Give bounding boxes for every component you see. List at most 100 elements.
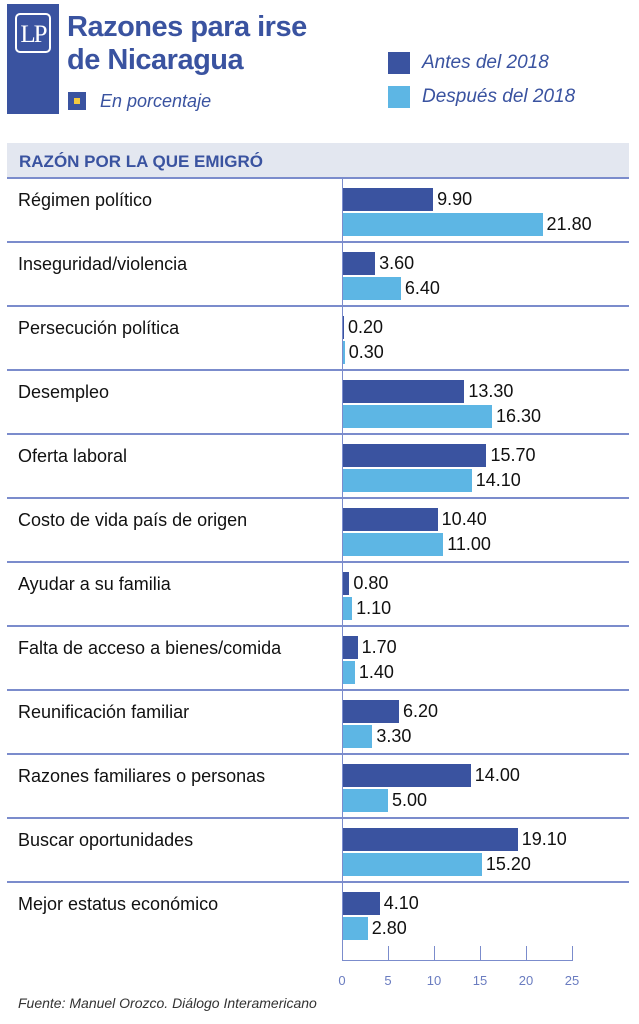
x-tick-label: 20 [518, 973, 534, 988]
value-label: 5.00 [392, 790, 428, 810]
value-label: 4.10 [383, 893, 419, 913]
bar-antes [342, 700, 400, 723]
bar-antes [342, 764, 471, 787]
x-tick [388, 946, 389, 961]
legend-swatch-despues [388, 86, 410, 108]
row-separator [7, 881, 629, 883]
value-label: 0.20 [348, 317, 384, 337]
category-label: Régimen político [18, 190, 153, 210]
bar-antes [342, 572, 350, 595]
value-label: 6.40 [404, 278, 440, 298]
source-note: Fuente: Manuel Orozco. Diálogo Interamer… [18, 995, 317, 1011]
row-separator [7, 625, 629, 627]
logo-block: LP [7, 4, 59, 114]
x-tick [572, 946, 573, 961]
bar-antes [342, 380, 465, 403]
legend-swatch-antes [388, 52, 410, 74]
bar-despues [342, 213, 543, 236]
zero-axis-line [342, 178, 343, 958]
bar-despues [342, 725, 373, 748]
bar-despues [342, 597, 353, 620]
row-separator [7, 369, 629, 371]
x-tick [526, 946, 527, 961]
x-tick [480, 946, 481, 961]
bar-despues [342, 789, 388, 812]
value-label: 15.70 [490, 445, 536, 465]
category-label: Buscar oportunidades [18, 830, 194, 850]
value-label: 2.80 [371, 918, 407, 938]
la-prensa-logo: LP [15, 13, 51, 53]
x-tick-label: 0 [338, 973, 346, 988]
title-line-1: Razones para irse [67, 11, 307, 43]
value-label: 14.00 [474, 765, 520, 785]
bar-despues [342, 853, 482, 876]
value-label: 3.60 [379, 253, 415, 273]
value-label: 15.20 [485, 854, 531, 874]
chart-subtitle: En porcentaje [100, 91, 212, 111]
x-tick-label: 15 [472, 973, 488, 988]
row-separator [7, 817, 629, 819]
category-label: Costo de vida país de origen [18, 510, 248, 530]
value-label: 10.40 [441, 509, 487, 529]
bar-despues [342, 277, 401, 300]
bar-antes [342, 828, 518, 851]
bar-despues [342, 469, 472, 492]
bar-despues [342, 533, 444, 556]
category-header: RAZÓN POR LA QUE EMIGRÓ [7, 143, 629, 179]
row-separator [7, 497, 629, 499]
x-tick-label: 25 [564, 973, 580, 988]
row-separator [7, 241, 629, 243]
category-header-label: RAZÓN POR LA QUE EMIGRÓ [19, 152, 263, 171]
legend-label-antes: Antes del 2018 [422, 52, 549, 73]
row-separator [7, 305, 629, 307]
chart-title: Razones para irse de Nicaragua [67, 11, 307, 77]
value-label: 0.80 [353, 573, 389, 593]
subtitle-square-icon [68, 92, 86, 110]
value-label: 14.10 [475, 470, 521, 490]
bar-antes [342, 636, 358, 659]
category-label: Reunificación familiar [18, 702, 190, 722]
value-label: 9.90 [437, 189, 473, 209]
value-label: 0.30 [348, 342, 384, 362]
bar-antes [342, 444, 487, 467]
category-label: Oferta laboral [18, 446, 128, 466]
value-label: 16.30 [495, 406, 541, 426]
x-tick-label: 5 [384, 973, 392, 988]
legend-item-despues: Después del 2018 [388, 86, 575, 108]
value-label: 1.10 [356, 598, 392, 618]
x-tick-label: 10 [426, 973, 442, 988]
row-separator [7, 561, 629, 563]
legend-item-antes: Antes del 2018 [388, 52, 549, 74]
value-label: 13.30 [468, 381, 514, 401]
legend-label-despues: Después del 2018 [422, 86, 576, 107]
value-label: 6.20 [403, 701, 439, 721]
title-line-2: de Nicaragua [67, 44, 244, 76]
bar-antes [342, 316, 344, 339]
bar-despues [342, 917, 368, 940]
value-label: 3.30 [376, 726, 412, 746]
category-label: Inseguridad/violencia [18, 254, 188, 274]
bar-despues [342, 405, 492, 428]
x-axis-baseline [342, 960, 572, 961]
bar-despues [342, 341, 345, 364]
bar-antes [342, 892, 380, 915]
category-label: Mejor estatus económico [18, 894, 219, 914]
value-label: 11.00 [447, 534, 491, 554]
bar-antes [342, 508, 438, 531]
category-label: Falta de acceso a bienes/comida [18, 638, 282, 658]
row-separator [7, 433, 629, 435]
value-label: 1.40 [358, 662, 394, 682]
value-label: 19.10 [521, 829, 567, 849]
bar-antes [342, 188, 434, 211]
bar-antes [342, 252, 376, 275]
category-label: Persecución política [18, 318, 180, 338]
bar-despues [342, 661, 355, 684]
x-tick [434, 946, 435, 961]
category-label: Ayudar a su familia [18, 574, 171, 594]
row-separator [7, 753, 629, 755]
value-label: 21.80 [546, 214, 592, 234]
category-label: Desempleo [18, 382, 110, 402]
value-label: 1.70 [361, 637, 397, 657]
category-label: Razones familiares o personas [18, 766, 266, 786]
row-separator [7, 689, 629, 691]
